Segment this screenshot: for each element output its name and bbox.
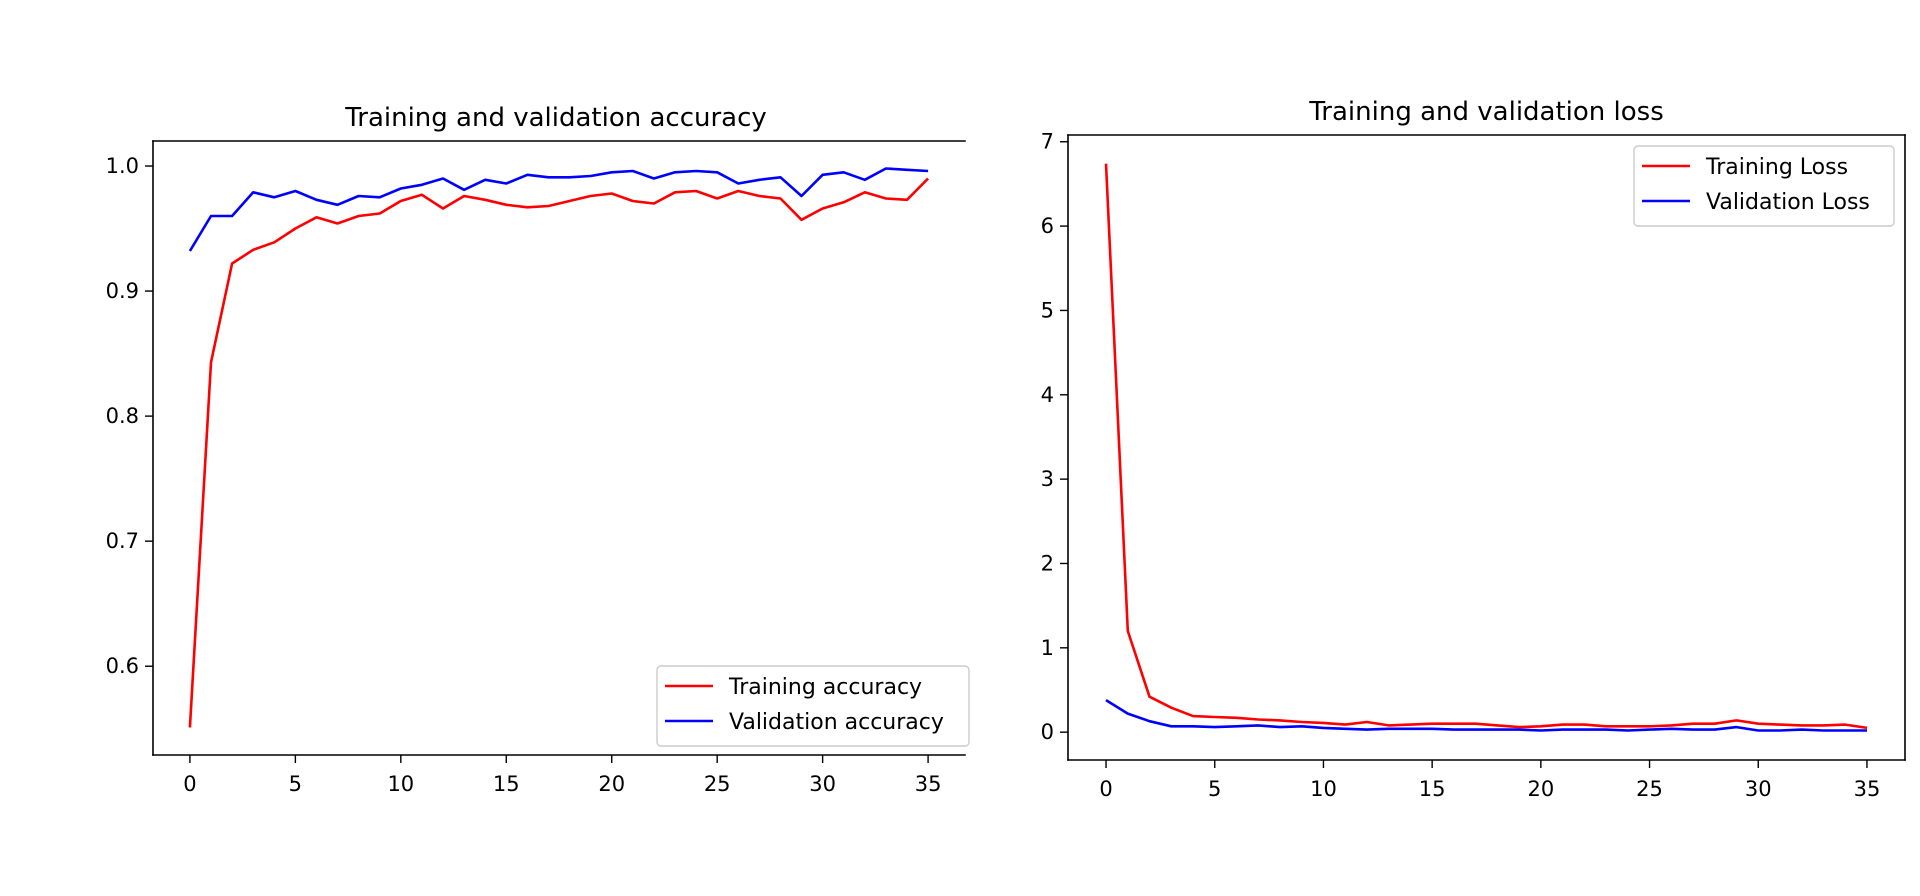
x-tick-label: 10	[1310, 777, 1337, 801]
x-tick-label: 30	[809, 772, 836, 796]
x-tick-label: 15	[1419, 777, 1446, 801]
x-tick-label: 25	[704, 772, 731, 796]
y-tick-label: 7	[1041, 130, 1054, 154]
y-tick-label: 0.7	[106, 529, 139, 553]
y-tick-label: 5	[1041, 298, 1054, 322]
y-tick-label: 4	[1041, 383, 1054, 407]
series-line-validation	[1105, 698, 1867, 732]
y-tick-label: 0.6	[106, 654, 139, 678]
y-tick-label: 1	[1041, 636, 1054, 660]
series-line-training	[188, 177, 930, 728]
chart-accuracy: Training and validation accuracy 0 5 10 15 20…	[106, 103, 970, 796]
legend: Training accuracy Validation accuracy	[656, 665, 970, 747]
chart-title: Training and validation loss	[1308, 97, 1664, 127]
y-tick-label: 1.0	[106, 154, 139, 178]
series-line-validation	[188, 167, 929, 252]
x-tick-label: 30	[1745, 777, 1772, 801]
legend-label: Validation Loss	[1706, 190, 1870, 215]
x-tick-label: 20	[1527, 777, 1554, 801]
y-tick-label: 2	[1041, 551, 1054, 575]
legend-label: Validation accuracy	[729, 710, 944, 735]
y-tick-label: 0.9	[106, 279, 139, 303]
x-tick-label: 20	[598, 772, 625, 796]
y-tick-label: 0	[1041, 720, 1054, 744]
legend-label: Training accuracy	[728, 675, 922, 700]
y-tick-label: 6	[1041, 214, 1054, 238]
x-tick-label: 0	[183, 772, 196, 796]
x-tick-label: 35	[915, 772, 942, 796]
y-tick-label: 3	[1041, 467, 1054, 491]
x-tick-label: 5	[289, 772, 302, 796]
legend: Training Loss Validation Loss	[1633, 145, 1895, 227]
legend-label: Training Loss	[1705, 155, 1848, 180]
x-tick-label: 0	[1099, 777, 1112, 801]
legend-box	[1633, 145, 1895, 227]
x-tick-label: 10	[387, 772, 414, 796]
series-line-training	[1104, 163, 1868, 730]
legend-box	[656, 665, 970, 747]
y-tick-label: 0.8	[106, 404, 139, 428]
x-tick-label: 5	[1208, 777, 1221, 801]
x-tick-label: 15	[493, 772, 520, 796]
x-tick-label: 35	[1854, 777, 1881, 801]
x-tick-label: 25	[1636, 777, 1663, 801]
chart-title: Training and validation accuracy	[344, 103, 767, 133]
